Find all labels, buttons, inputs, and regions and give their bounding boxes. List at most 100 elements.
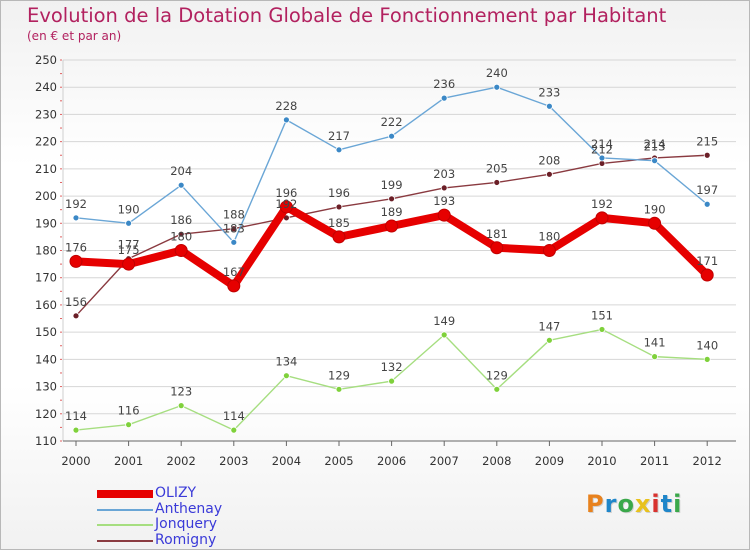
- data-point-jonquery: [282, 372, 290, 380]
- x-tick-label: 2000: [61, 454, 90, 468]
- y-tick-label: 170: [35, 271, 57, 285]
- data-label-romigny: 208: [538, 153, 560, 167]
- data-point-olizy: [174, 244, 188, 257]
- logo-letter: o: [617, 490, 635, 518]
- data-label-olizy: 185: [328, 216, 350, 230]
- data-label-romigny: 199: [381, 178, 403, 192]
- data-label-anthenay: 183: [223, 221, 245, 235]
- data-point-anthenay: [72, 214, 80, 222]
- y-tick-label: 220: [35, 135, 57, 149]
- data-point-olizy: [437, 208, 451, 222]
- data-label-jonquery: 129: [328, 368, 350, 382]
- data-label-anthenay: 228: [275, 99, 297, 113]
- data-label-anthenay: 233: [538, 85, 560, 99]
- y-tick-label: 130: [35, 380, 57, 394]
- data-label-anthenay: 213: [644, 140, 666, 154]
- data-label-olizy: 171: [696, 254, 718, 268]
- y-tick-label: 210: [35, 162, 57, 176]
- x-tick-label: 2008: [482, 454, 511, 468]
- x-tick-label: 2002: [167, 454, 196, 468]
- data-point-anthenay: [651, 157, 658, 165]
- data-label-romigny: 192: [275, 197, 297, 211]
- y-tick-label: 240: [35, 80, 57, 94]
- y-tick-label: 120: [35, 407, 57, 421]
- data-label-anthenay: 214: [591, 137, 613, 151]
- data-label-anthenay: 236: [433, 77, 455, 91]
- data-point-anthenay: [177, 181, 185, 189]
- data-label-olizy: 180: [538, 230, 560, 244]
- data-label-jonquery: 116: [118, 404, 140, 418]
- data-point-anthenay: [440, 94, 448, 102]
- data-point-romigny: [72, 312, 80, 320]
- x-tick-label: 2010: [587, 454, 616, 468]
- data-label-olizy: 192: [591, 197, 613, 211]
- data-point-jonquery: [651, 353, 658, 361]
- data-label-jonquery: 151: [591, 308, 613, 322]
- data-label-olizy: 190: [644, 202, 666, 216]
- logo-letter: i: [673, 490, 683, 518]
- data-point-olizy: [490, 241, 504, 255]
- data-label-romigny: 215: [696, 134, 718, 148]
- legend-swatch-jonquery: [97, 524, 153, 526]
- data-point-anthenay: [125, 219, 132, 227]
- data-label-olizy: 176: [65, 240, 87, 254]
- legend-label-anthenay: Anthenay: [155, 500, 223, 517]
- logo-letter: i: [651, 490, 661, 518]
- data-label-jonquery: 140: [696, 338, 718, 352]
- data-point-jonquery: [703, 355, 711, 363]
- data-point-jonquery: [72, 426, 80, 434]
- data-point-olizy: [542, 244, 556, 257]
- y-tick-label: 150: [35, 325, 57, 339]
- data-point-anthenay: [493, 83, 501, 91]
- data-label-jonquery: 132: [381, 360, 403, 374]
- data-label-romigny: 205: [486, 161, 508, 175]
- data-point-jonquery: [598, 326, 606, 333]
- data-label-olizy: 167: [223, 265, 245, 279]
- data-point-anthenay: [546, 102, 553, 110]
- data-point-jonquery: [440, 331, 448, 339]
- data-point-olizy: [227, 279, 241, 293]
- data-point-jonquery: [388, 377, 396, 385]
- data-label-anthenay: 240: [486, 66, 508, 80]
- x-tick-label: 2011: [640, 454, 669, 468]
- data-point-romigny: [440, 184, 448, 192]
- x-tick-label: 2005: [324, 454, 353, 468]
- data-point-jonquery: [125, 421, 132, 429]
- y-tick-label: 180: [35, 244, 57, 258]
- data-point-romigny: [177, 230, 185, 238]
- data-point-olizy: [595, 211, 609, 225]
- data-point-olizy: [279, 200, 293, 214]
- legend-swatch-romigny: [97, 539, 153, 542]
- data-point-olizy: [69, 254, 83, 268]
- data-point-olizy: [122, 257, 136, 271]
- data-label-romigny: 156: [65, 295, 87, 309]
- data-label-romigny: 177: [118, 238, 140, 252]
- data-point-olizy: [700, 268, 714, 282]
- data-point-romigny: [230, 225, 238, 233]
- data-label-jonquery: 134: [275, 355, 297, 369]
- data-label-olizy: 181: [486, 227, 508, 241]
- data-point-anthenay: [282, 116, 290, 124]
- data-label-romigny: 203: [433, 167, 455, 181]
- logo-letter: P: [586, 490, 605, 518]
- proxiti-logo: Proxiti: [586, 490, 682, 518]
- data-point-romigny: [335, 203, 343, 211]
- data-label-anthenay: 222: [381, 115, 403, 129]
- x-tick-label: 2001: [114, 454, 143, 468]
- y-tick-label: 140: [35, 352, 57, 366]
- legend-swatch-olizy: [97, 490, 153, 498]
- data-label-olizy: 196: [275, 186, 297, 200]
- data-point-jonquery: [177, 402, 185, 410]
- data-point-jonquery: [230, 426, 238, 434]
- data-label-anthenay: 204: [170, 164, 192, 178]
- data-point-anthenay: [388, 132, 396, 140]
- data-point-jonquery: [546, 336, 553, 344]
- y-tick-label: 250: [35, 53, 57, 67]
- data-point-romigny: [546, 170, 553, 178]
- x-tick-label: 2012: [693, 454, 722, 468]
- data-label-jonquery: 114: [223, 409, 245, 423]
- data-point-anthenay: [230, 238, 238, 246]
- data-point-jonquery: [493, 385, 501, 393]
